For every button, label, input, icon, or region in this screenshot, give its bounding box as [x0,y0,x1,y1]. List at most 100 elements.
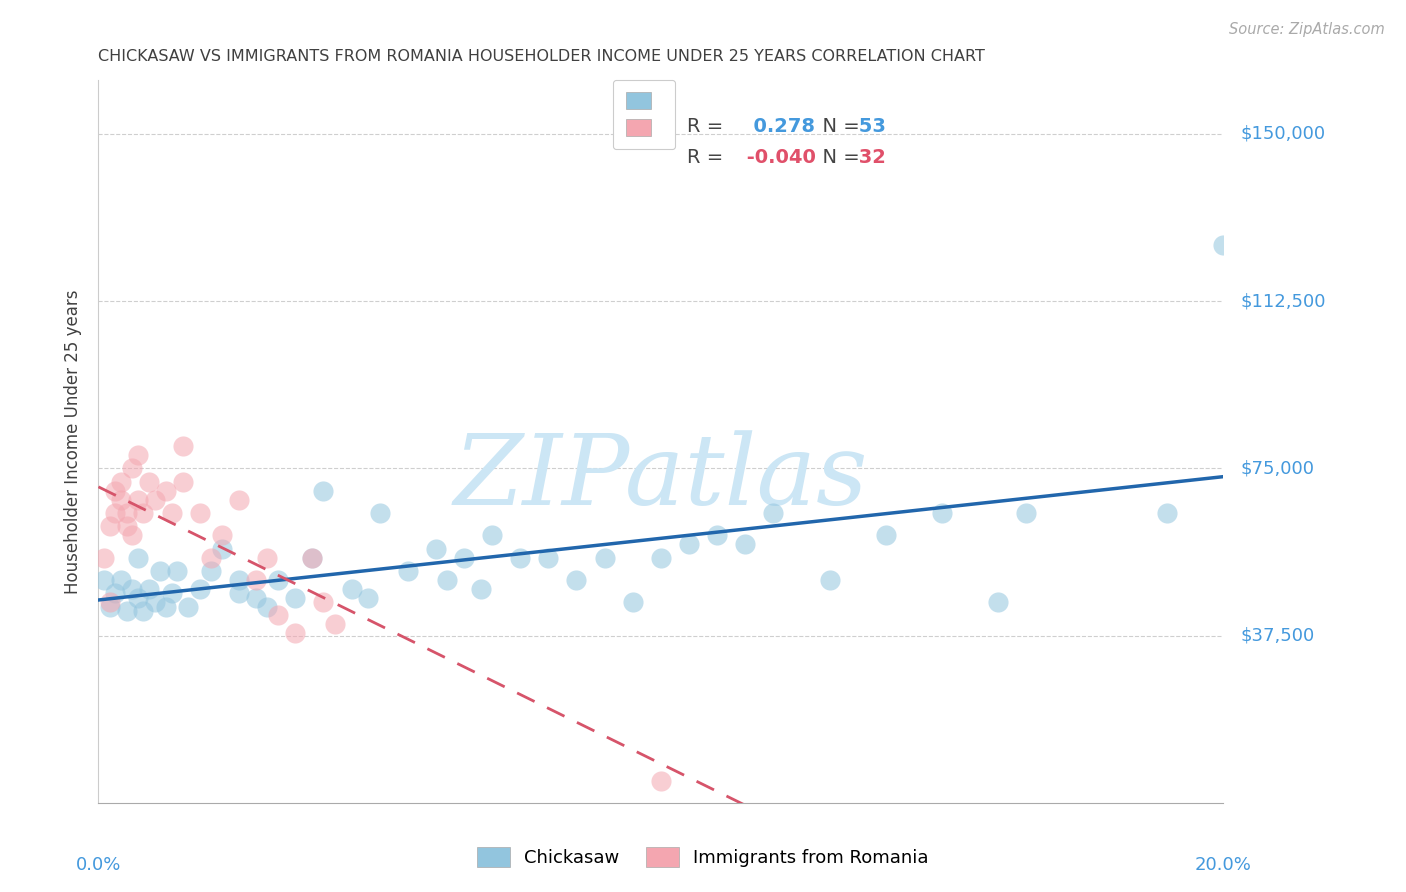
Point [931,506,953,520]
Point [160,586,183,600]
Point [301,550,323,565]
Point [104,506,127,520]
Point [143,492,166,507]
Point [93,550,115,565]
Text: 32: 32 [852,148,886,168]
Point [228,492,250,507]
Point [396,564,419,578]
Point [132,604,155,618]
Point [762,506,785,520]
Point [127,448,149,462]
Point [650,773,672,788]
Point [284,591,307,605]
Point [256,599,278,614]
Point [121,461,143,475]
Point [110,573,132,587]
Point [509,550,531,565]
Point [1156,506,1178,520]
Point [98,519,121,533]
Text: ZIPatlas: ZIPatlas [454,430,868,525]
Point [425,541,447,556]
Text: $150,000: $150,000 [1240,125,1326,143]
Point [172,475,194,489]
Point [470,582,492,596]
Point [188,506,211,520]
Point [127,492,149,507]
Point [593,550,616,565]
Text: CHICKASAW VS IMMIGRANTS FROM ROMANIA HOUSEHOLDER INCOME UNDER 25 YEARS CORRELATI: CHICKASAW VS IMMIGRANTS FROM ROMANIA HOU… [98,49,986,64]
Text: $75,000: $75,000 [1240,459,1315,477]
Point [211,541,233,556]
Point [200,550,222,565]
Text: 20.0%: 20.0% [1195,856,1251,874]
Point [110,492,132,507]
Point [818,573,841,587]
Point [228,573,250,587]
Legend: Chickasaw, Immigrants from Romania: Chickasaw, Immigrants from Romania [470,839,936,874]
Point [115,506,138,520]
Point [875,528,897,542]
Point [245,573,267,587]
Point [132,506,155,520]
Text: -0.040: -0.040 [740,148,815,168]
Text: 0.278: 0.278 [740,117,815,136]
Text: $37,500: $37,500 [1240,626,1315,645]
Text: 0.0%: 0.0% [76,856,121,874]
Point [160,506,183,520]
Point [312,595,335,609]
Point [565,573,588,587]
Text: R =: R = [686,117,723,136]
Point [115,604,138,618]
Point [104,483,127,498]
Point [987,595,1010,609]
Point [481,528,503,542]
Point [453,550,475,565]
Point [357,591,380,605]
Point [284,626,307,640]
Point [256,550,278,565]
Point [188,582,211,596]
Point [678,537,700,551]
Point [127,591,149,605]
Point [121,582,143,596]
Text: R =: R = [686,148,723,168]
Text: N =: N = [810,117,860,136]
Text: N =: N = [810,148,860,168]
Point [143,595,166,609]
Point [138,475,160,489]
Point [98,599,121,614]
Text: Source: ZipAtlas.com: Source: ZipAtlas.com [1229,22,1385,37]
Point [200,564,222,578]
Point [172,439,194,453]
Y-axis label: Householder Income Under 25 years: Householder Income Under 25 years [65,289,83,594]
Legend: , : , [613,80,675,149]
Point [149,564,172,578]
Point [312,483,335,498]
Text: $112,500: $112,500 [1240,292,1326,310]
Point [211,528,233,542]
Point [301,550,323,565]
Point [155,483,177,498]
Point [104,586,127,600]
Point [650,550,672,565]
Point [340,582,363,596]
Point [621,595,644,609]
Point [228,586,250,600]
Point [115,519,138,533]
Point [436,573,458,587]
Point [93,573,115,587]
Point [98,595,121,609]
Point [127,550,149,565]
Point [734,537,756,551]
Point [155,599,177,614]
Point [706,528,728,542]
Point [267,573,290,587]
Point [323,617,346,632]
Point [368,506,391,520]
Point [138,582,160,596]
Point [177,599,200,614]
Point [121,528,143,542]
Point [110,475,132,489]
Point [537,550,560,565]
Point [245,591,267,605]
